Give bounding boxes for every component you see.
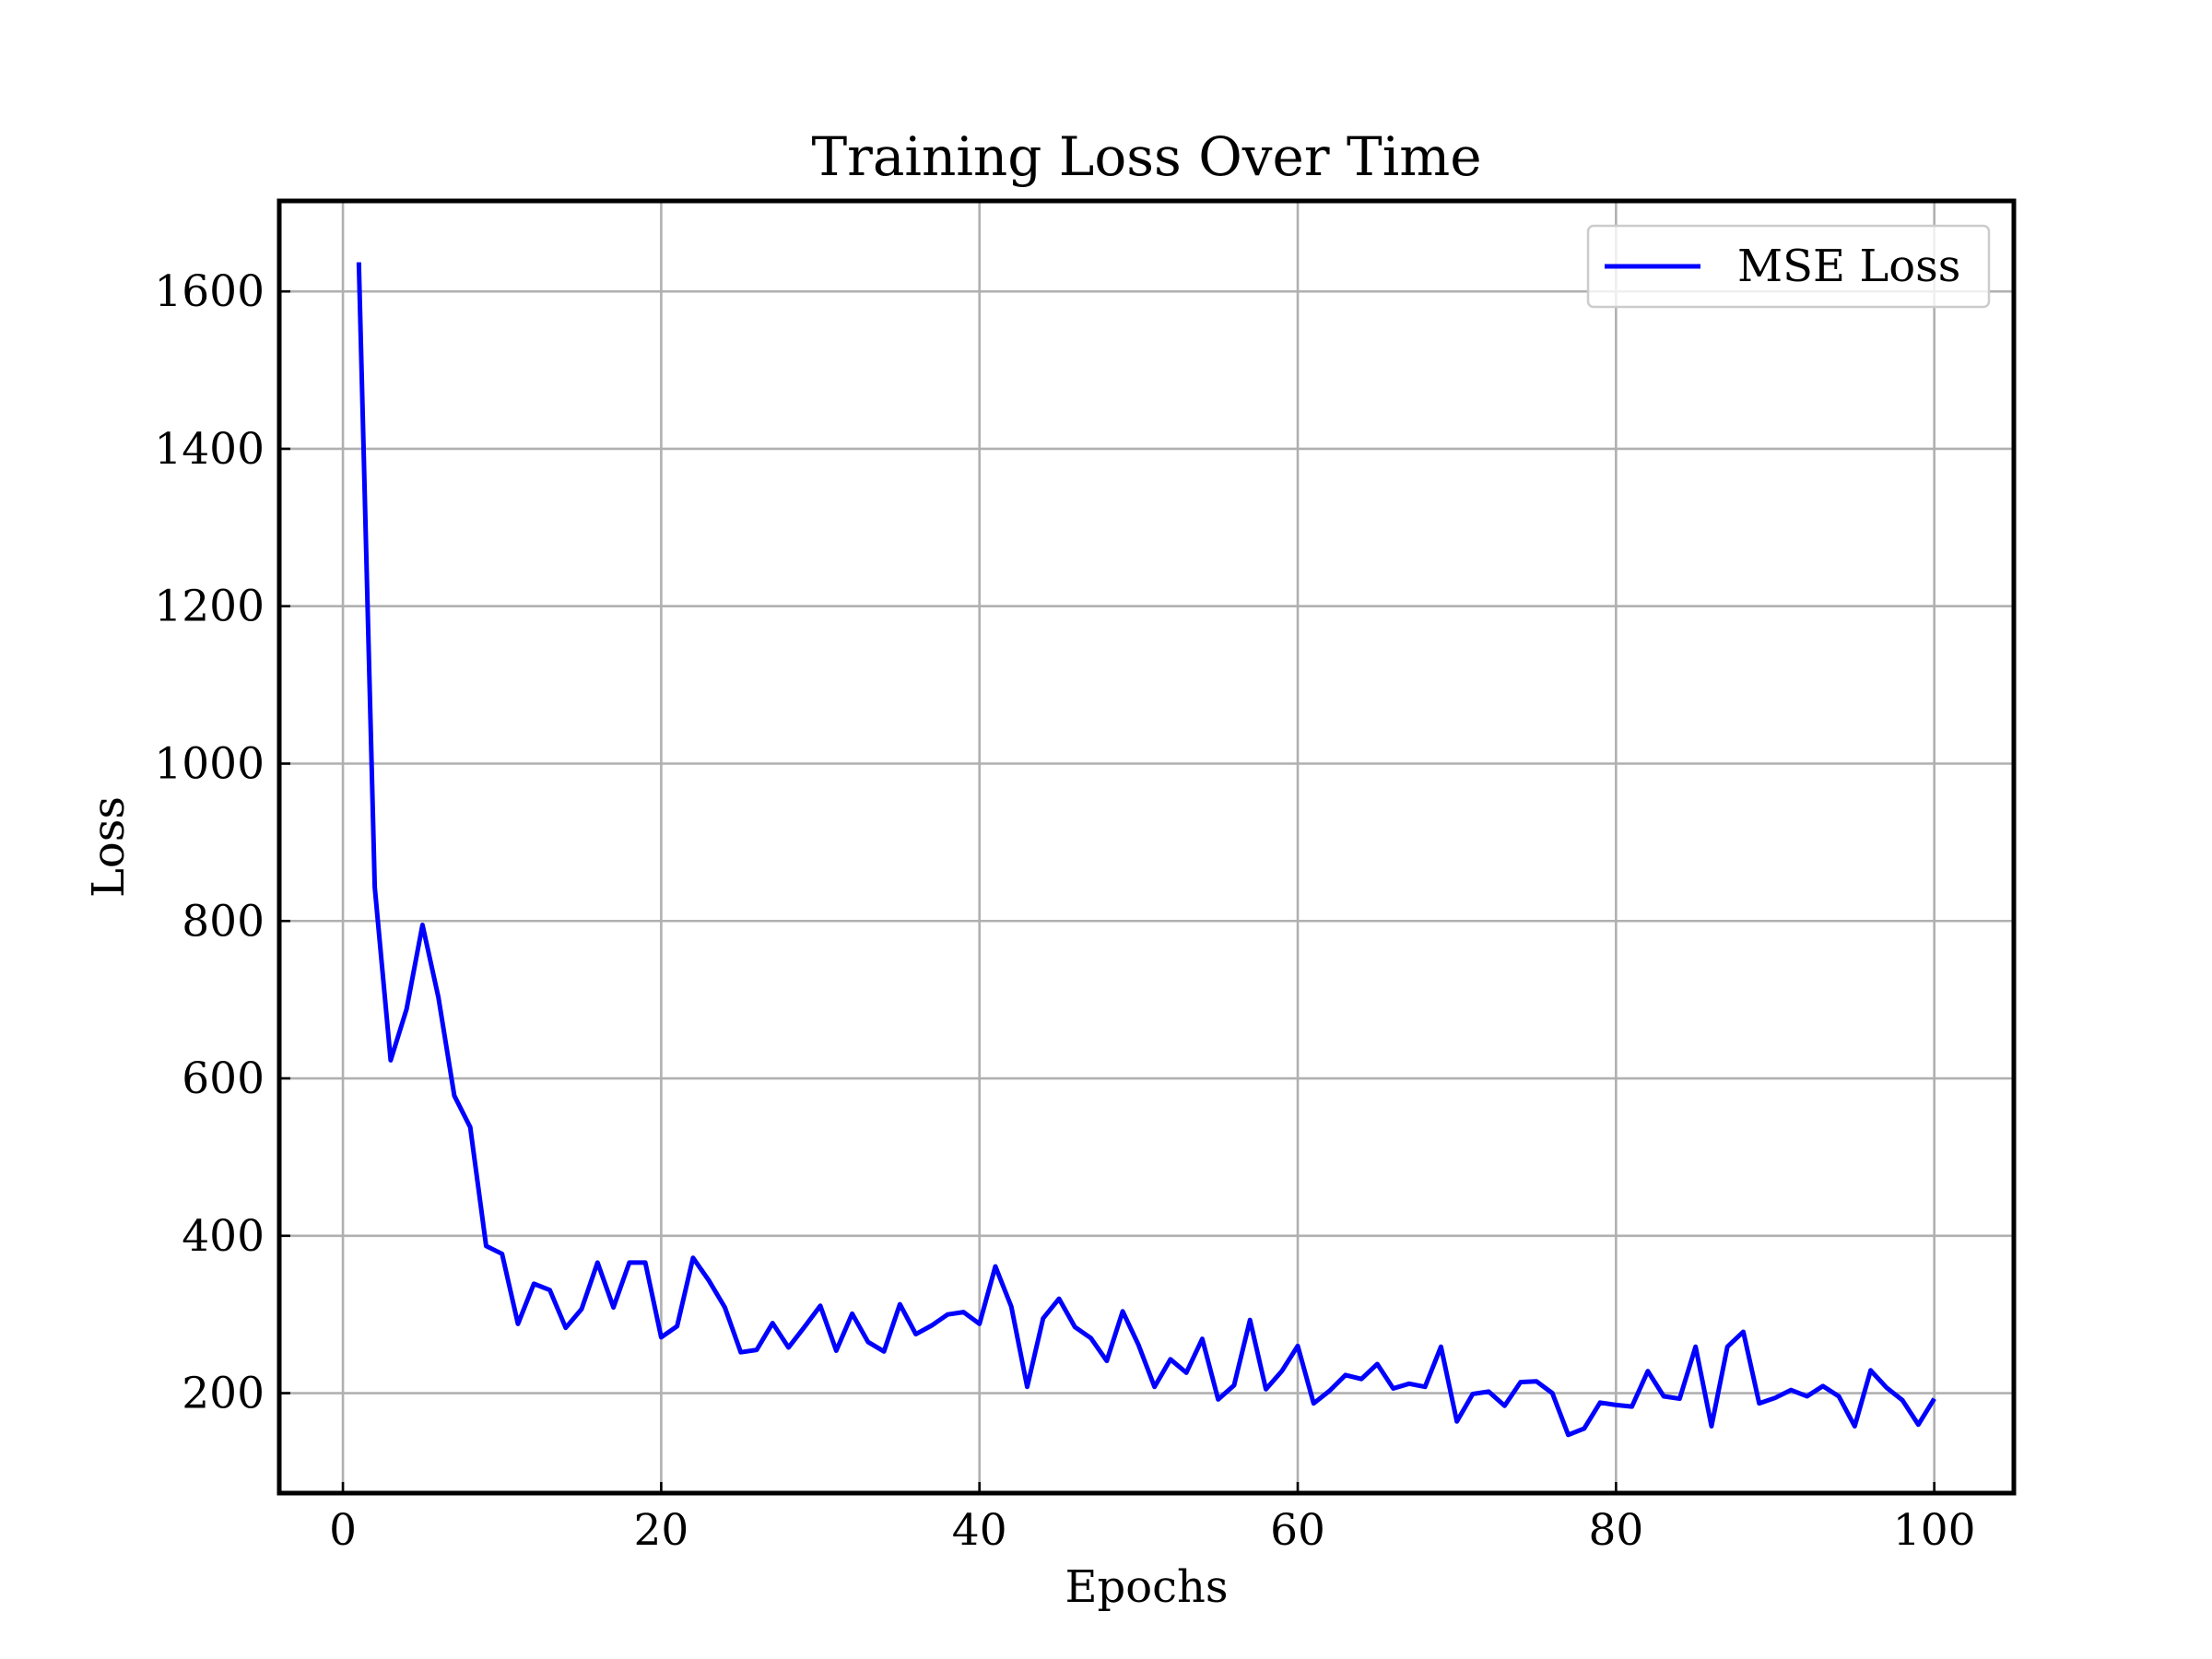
x-tick-label: 60 (1270, 1505, 1325, 1556)
chart-title: Training Loss Over Time (811, 125, 1481, 188)
y-tick-label: 600 (182, 1053, 265, 1104)
x-tick-label: 100 (1893, 1505, 1976, 1556)
series-layer (356, 262, 1936, 1438)
y-tick-label: 800 (182, 896, 265, 947)
x-axis-label: Epochs (1065, 1561, 1228, 1613)
series-line-mse-loss (356, 262, 1936, 1438)
x-tick-label: 0 (329, 1505, 357, 1556)
x-tick-label: 40 (952, 1505, 1007, 1556)
x-tick-label: 20 (633, 1505, 688, 1556)
legend: MSE Loss (1586, 224, 1991, 309)
grid-lines (279, 201, 2014, 1493)
plot-frame (276, 198, 2017, 1496)
y-tick-label: 1200 (154, 582, 265, 632)
x-tick-label: 80 (1588, 1505, 1643, 1556)
y-tick-label: 1000 (154, 738, 265, 789)
legend-label-mse-loss: MSE Loss (1737, 241, 1960, 292)
y-tick-label: 400 (182, 1211, 265, 1262)
y-axis-label: Loss (83, 796, 135, 898)
y-tick-label: 200 (182, 1369, 265, 1419)
y-tick-label: 1400 (154, 424, 265, 475)
tick-labels: 0 20 40 60 80 100 200 400 600 800 1000 1200 1400 1600 (154, 266, 1975, 1556)
y-tick-label: 1600 (154, 266, 265, 317)
legend-box (1586, 224, 1991, 309)
axis-ticks (279, 289, 1936, 1493)
